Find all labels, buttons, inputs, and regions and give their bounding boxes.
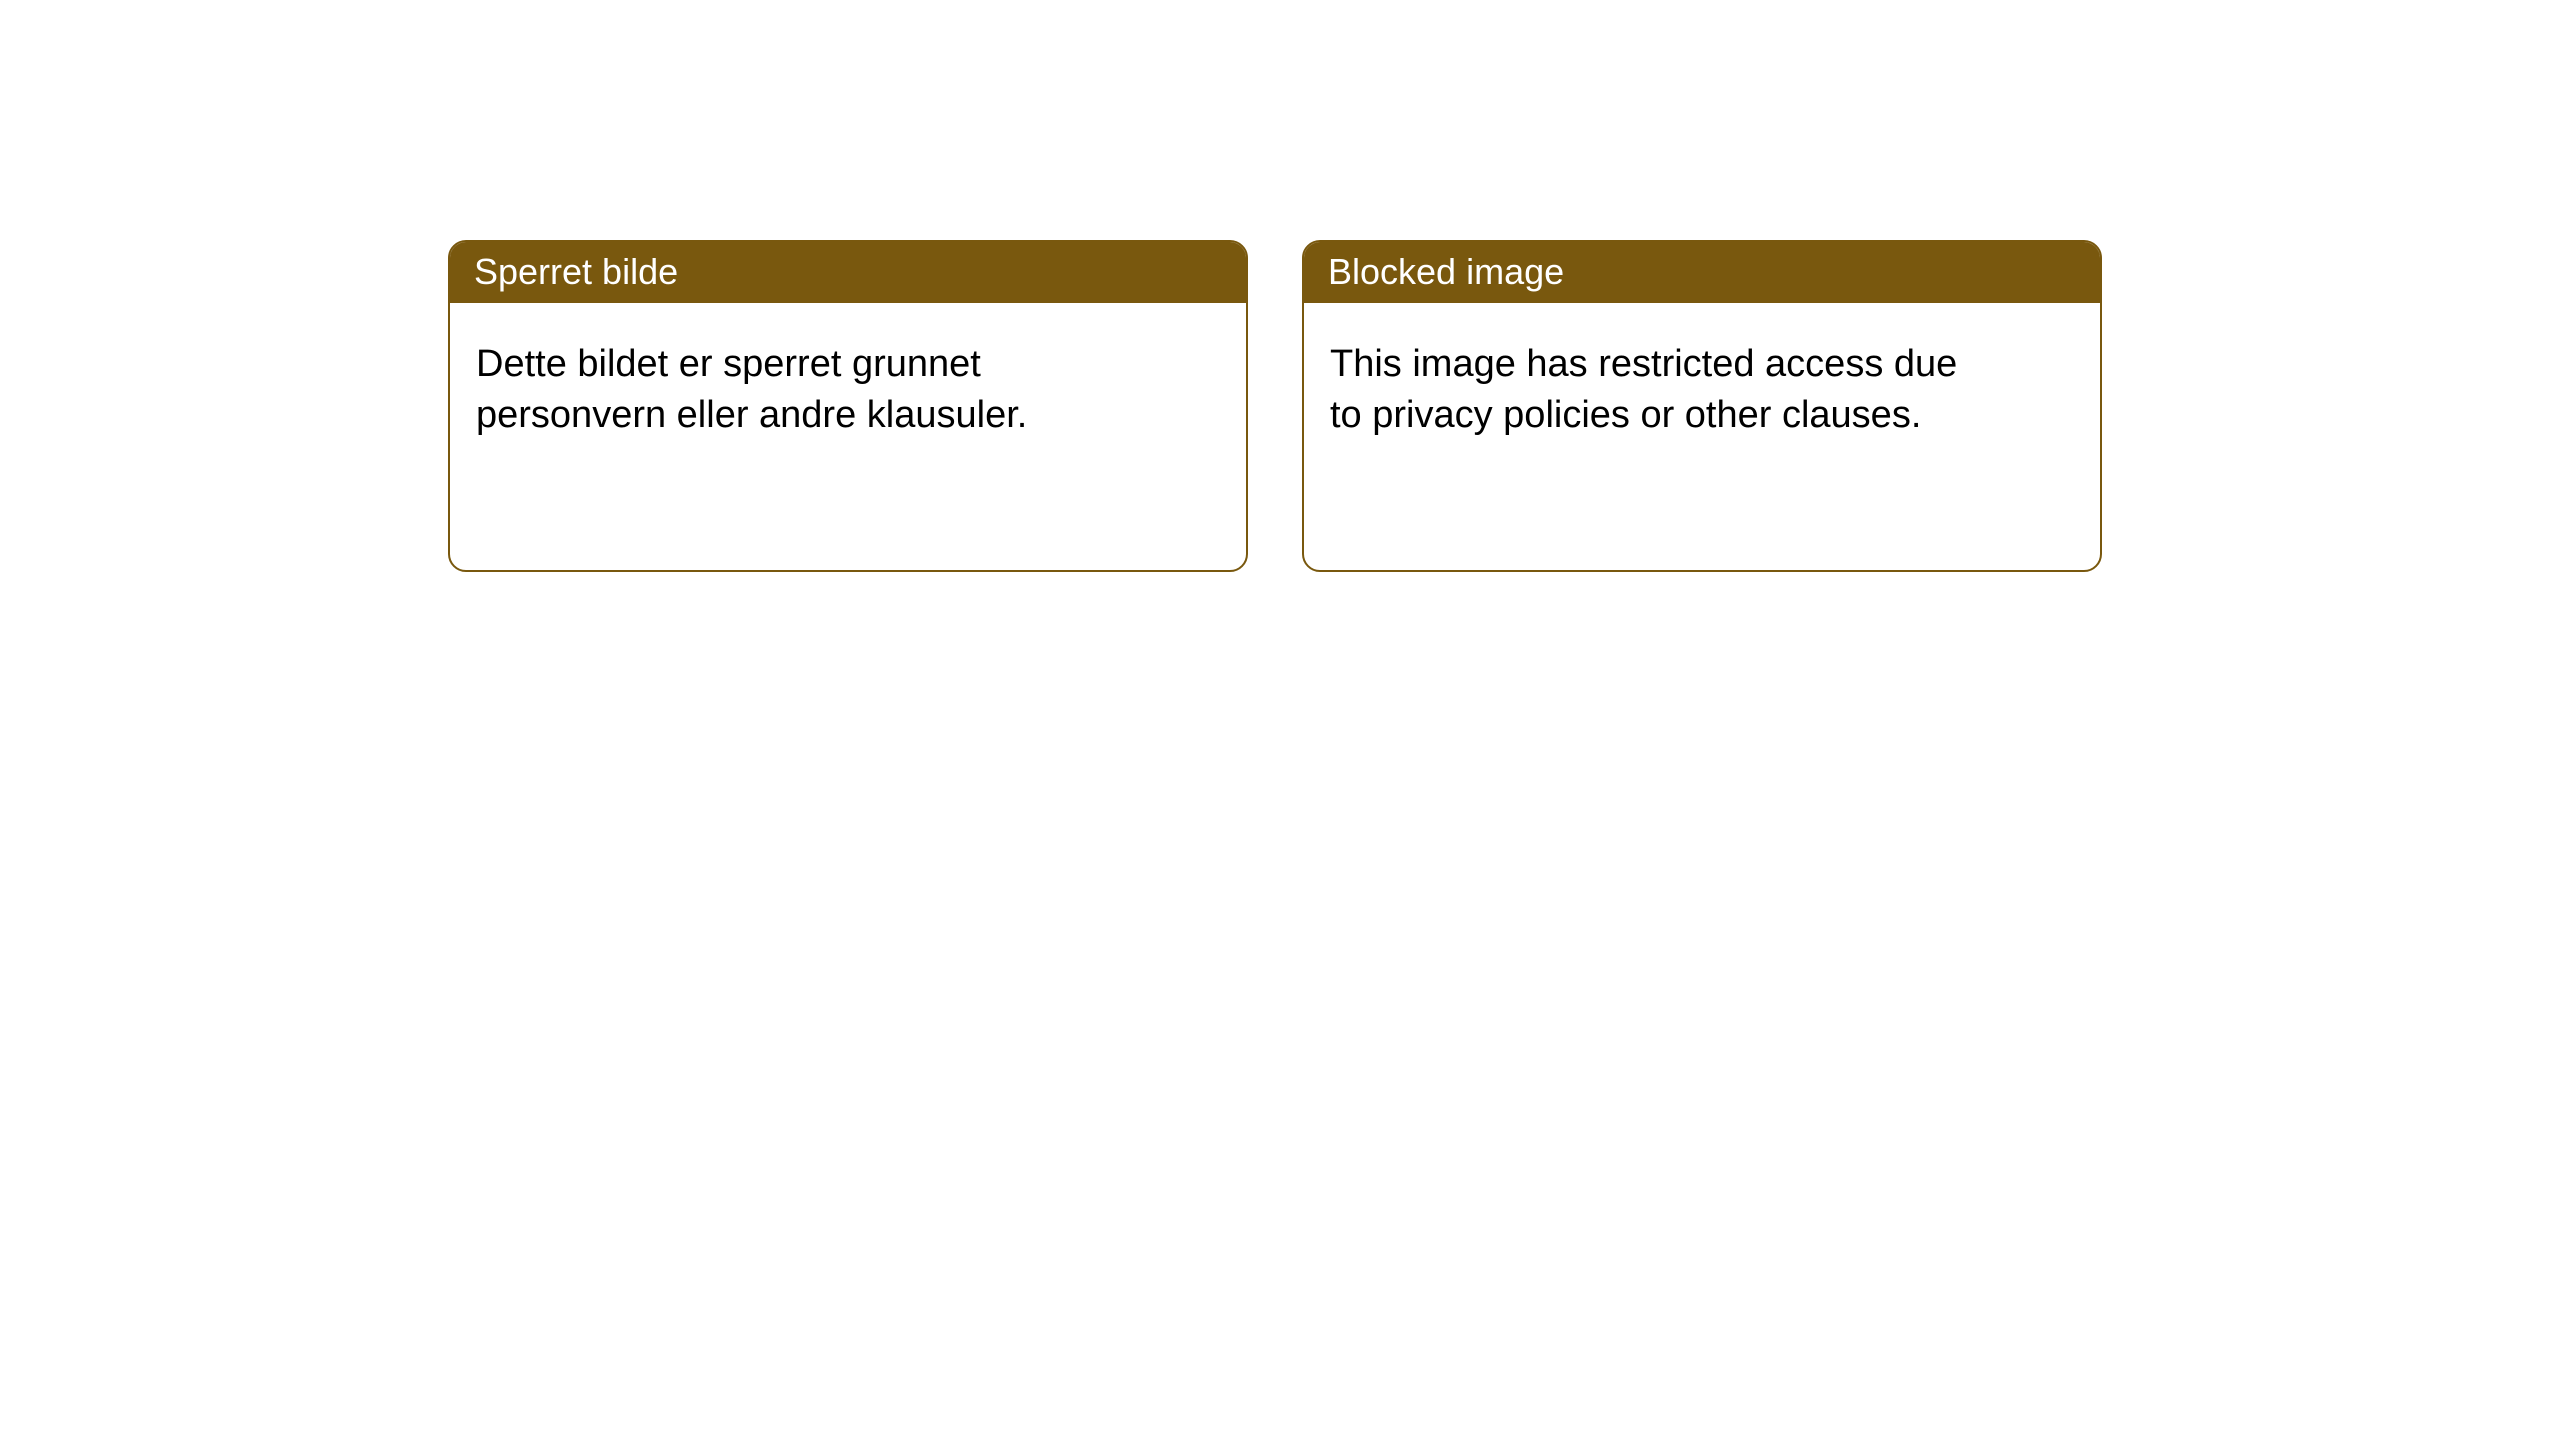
card-body: This image has restricted access due to … [1304,303,2024,478]
card-header: Blocked image [1304,242,2100,303]
card-body: Dette bildet er sperret grunnet personve… [450,303,1170,478]
notice-card-en: Blocked image This image has restricted … [1302,240,2102,572]
notice-card-no: Sperret bilde Dette bildet er sperret gr… [448,240,1248,572]
notice-container: Sperret bilde Dette bildet er sperret gr… [0,0,2560,572]
card-header: Sperret bilde [450,242,1246,303]
